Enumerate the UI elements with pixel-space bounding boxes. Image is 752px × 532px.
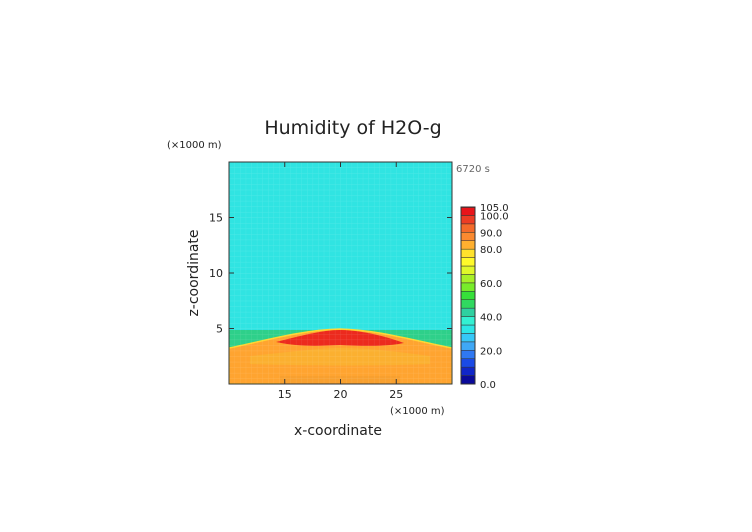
colorbar-swatch	[460, 291, 476, 300]
time-label: 6720 s	[456, 164, 490, 175]
colorbar-swatch	[460, 316, 476, 326]
colorbar-swatch	[460, 375, 476, 385]
colorbar-swatch	[460, 223, 476, 233]
colorbar-label: 40.0	[480, 313, 502, 324]
colorbar-swatch	[460, 282, 476, 292]
colorbar-swatch	[460, 215, 476, 225]
colorbar-swatch	[460, 206, 476, 216]
colorbar-swatch	[460, 324, 476, 334]
colorbar-label: 0.0	[480, 380, 496, 391]
colorbar-swatch	[460, 307, 476, 317]
y-axis-ticks: 5 10 15	[209, 212, 452, 336]
colorbar-swatch	[460, 350, 476, 359]
y-tick-label: 15	[209, 212, 223, 225]
heatmap-field	[229, 162, 452, 384]
colorbar-swatch	[460, 232, 476, 241]
colorbar	[460, 206, 476, 385]
x-tick-label: 25	[389, 388, 403, 401]
colorbar-swatch	[460, 274, 476, 284]
y-axis-label: z-coordinate	[186, 229, 202, 316]
colorbar-swatch	[460, 257, 476, 267]
colorbar-swatch	[460, 366, 476, 376]
colorbar-label: 100.0	[480, 211, 509, 222]
colorbar-label: 60.0	[480, 279, 502, 290]
chart-title: Humidity of H2O-g	[264, 117, 441, 139]
x-axis-ticks: 15 20 25	[278, 162, 403, 401]
colorbar-label: 80.0	[480, 245, 502, 256]
colorbar-swatch	[460, 265, 476, 275]
colorbar-swatch	[460, 299, 476, 309]
colorbar-label: 20.0	[480, 346, 502, 357]
x-unit-label: (×1000 m)	[390, 406, 445, 417]
y-tick-label: 10	[209, 267, 223, 280]
colorbar-swatch	[460, 341, 476, 351]
x-tick-label: 20	[334, 388, 348, 401]
y-tick-label: 5	[216, 323, 223, 336]
colorbar-swatch	[460, 333, 476, 343]
x-tick-label: 15	[278, 388, 292, 401]
colorbar-swatch	[460, 248, 476, 258]
colorbar-swatch	[460, 240, 476, 250]
grid-overlay	[229, 162, 452, 384]
colorbar-label: 90.0	[480, 228, 502, 239]
colorbar-frame	[460, 206, 476, 385]
x-axis-label: x-coordinate	[294, 423, 382, 439]
y-unit-label: (×1000 m)	[167, 140, 222, 151]
colorbar-swatch	[460, 358, 476, 368]
colorbar-label: 105.0	[480, 203, 509, 214]
